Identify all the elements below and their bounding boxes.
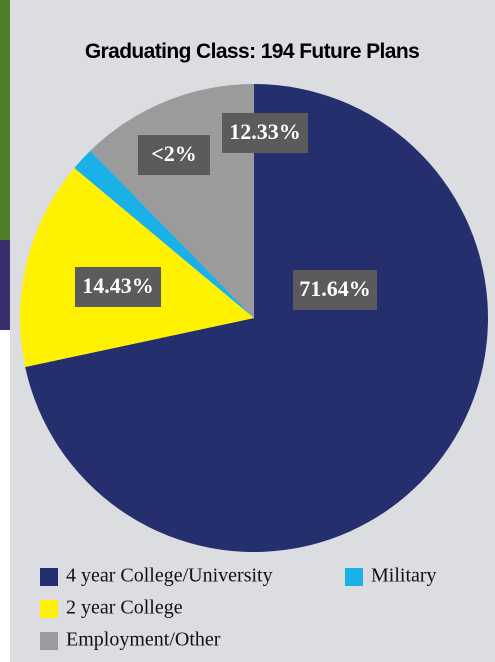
legend-swatch: [40, 632, 58, 650]
value-label: 12.33%: [229, 119, 301, 144]
value-label-box: [75, 267, 161, 307]
legend-swatch: [40, 568, 58, 586]
legend-swatch: [40, 600, 58, 618]
pie-slice: [74, 150, 255, 318]
chart-title: Graduating Class: 194 Future Plans: [85, 40, 419, 63]
pie-slice: [90, 84, 254, 318]
value-label: <2%: [151, 141, 197, 166]
legend-label: 4 year College/University: [66, 565, 273, 587]
value-label: 14.43%: [82, 273, 154, 298]
value-label-box: [222, 113, 308, 153]
legend-label: Employment/Other: [66, 629, 221, 651]
legend-label: Military: [371, 565, 437, 587]
legend-label: 2 year College: [66, 597, 183, 619]
pie-slice: [25, 84, 488, 552]
value-label-box: [293, 270, 377, 310]
value-label: 71.64%: [299, 276, 371, 301]
value-label-box: [138, 135, 210, 175]
legend-swatch: [345, 568, 363, 586]
